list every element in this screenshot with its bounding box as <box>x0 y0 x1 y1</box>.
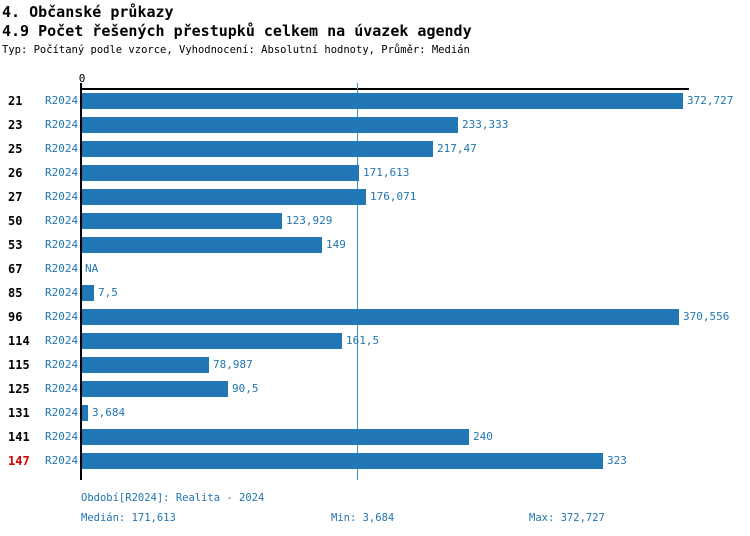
row-period-label: R2024 <box>45 118 79 131</box>
row-period-label: R2024 <box>45 358 79 371</box>
footer-period: Období[R2024]: Realita - 2024 <box>81 492 265 504</box>
row-category-label: 26 <box>8 166 23 180</box>
bar <box>82 405 88 421</box>
bar <box>82 93 683 109</box>
chart-title: 4.9 Počet řešených přestupků celkem na ú… <box>2 22 472 40</box>
row-period-label: R2024 <box>45 262 79 275</box>
row-period-label: R2024 <box>45 382 79 395</box>
row-period-label: R2024 <box>45 334 79 347</box>
footer-min: Min: 3,684 <box>331 512 395 524</box>
footer-median: Medián: 171,613 <box>81 512 176 524</box>
bar-value-label: 171,613 <box>363 166 410 179</box>
row-period-label: R2024 <box>45 454 79 467</box>
bar <box>82 429 469 445</box>
row-category-label: 131 <box>8 406 30 420</box>
bar-value-label: 217,47 <box>437 142 477 155</box>
row-period-label: R2024 <box>45 190 79 203</box>
row-category-label: 53 <box>8 238 23 252</box>
bar-value-label: NA <box>85 262 99 275</box>
bar-value-label: 370,556 <box>683 310 730 323</box>
row-period-label: R2024 <box>45 94 79 107</box>
bar-value-label: 78,987 <box>213 358 253 371</box>
bar-value-label: 240 <box>473 430 493 443</box>
bar <box>82 141 433 157</box>
bar <box>82 165 359 181</box>
bar-value-label: 90,5 <box>232 382 259 395</box>
bar <box>82 213 282 229</box>
chart-subtitle: Typ: Počítaný podle vzorce, Vyhodnocení:… <box>2 44 470 56</box>
axis-origin-tick <box>80 83 82 95</box>
row-category-label: 141 <box>8 430 30 444</box>
row-category-label: 27 <box>8 190 23 204</box>
median-line <box>357 83 358 480</box>
x-axis-line <box>81 88 689 90</box>
axis-zero-label: 0 <box>78 72 86 85</box>
y-axis-line <box>80 88 82 480</box>
row-category-label: 23 <box>8 118 23 132</box>
row-category-label: 125 <box>8 382 30 396</box>
row-category-label: 21 <box>8 94 23 108</box>
bar <box>82 357 209 373</box>
row-period-label: R2024 <box>45 286 79 299</box>
row-category-label: 96 <box>8 310 23 324</box>
bar-value-label: 233,333 <box>462 118 509 131</box>
bar-value-label: 323 <box>607 454 627 467</box>
bar <box>82 453 603 469</box>
row-category-label: 67 <box>8 262 23 276</box>
bar <box>82 189 366 205</box>
bar <box>82 117 458 133</box>
row-category-label: 25 <box>8 142 23 156</box>
bar <box>82 285 94 301</box>
bar-value-label: 161,5 <box>346 334 380 347</box>
bar-value-label: 176,071 <box>370 190 417 203</box>
row-period-label: R2024 <box>45 166 79 179</box>
row-category-label: 114 <box>8 334 30 348</box>
bar <box>82 333 342 349</box>
row-category-label: 50 <box>8 214 23 228</box>
bar-value-label: 372,727 <box>687 94 734 107</box>
bar-value-label: 3,684 <box>92 406 126 419</box>
bar <box>82 381 228 397</box>
row-category-label: 147 <box>8 454 30 468</box>
bar-value-label: 7,5 <box>98 286 118 299</box>
report-section-title: 4. Občanské průkazy <box>2 3 174 21</box>
row-category-label: 85 <box>8 286 23 300</box>
bar <box>82 309 679 325</box>
row-period-label: R2024 <box>45 142 79 155</box>
row-period-label: R2024 <box>45 310 79 323</box>
row-period-label: R2024 <box>45 406 79 419</box>
bar-value-label: 123,929 <box>286 214 333 227</box>
row-period-label: R2024 <box>45 214 79 227</box>
row-period-label: R2024 <box>45 238 79 251</box>
bar <box>82 237 322 253</box>
bar-value-label: 149 <box>326 238 346 251</box>
row-period-label: R2024 <box>45 430 79 443</box>
row-category-label: 115 <box>8 358 30 372</box>
footer-max: Max: 372,727 <box>529 512 605 524</box>
